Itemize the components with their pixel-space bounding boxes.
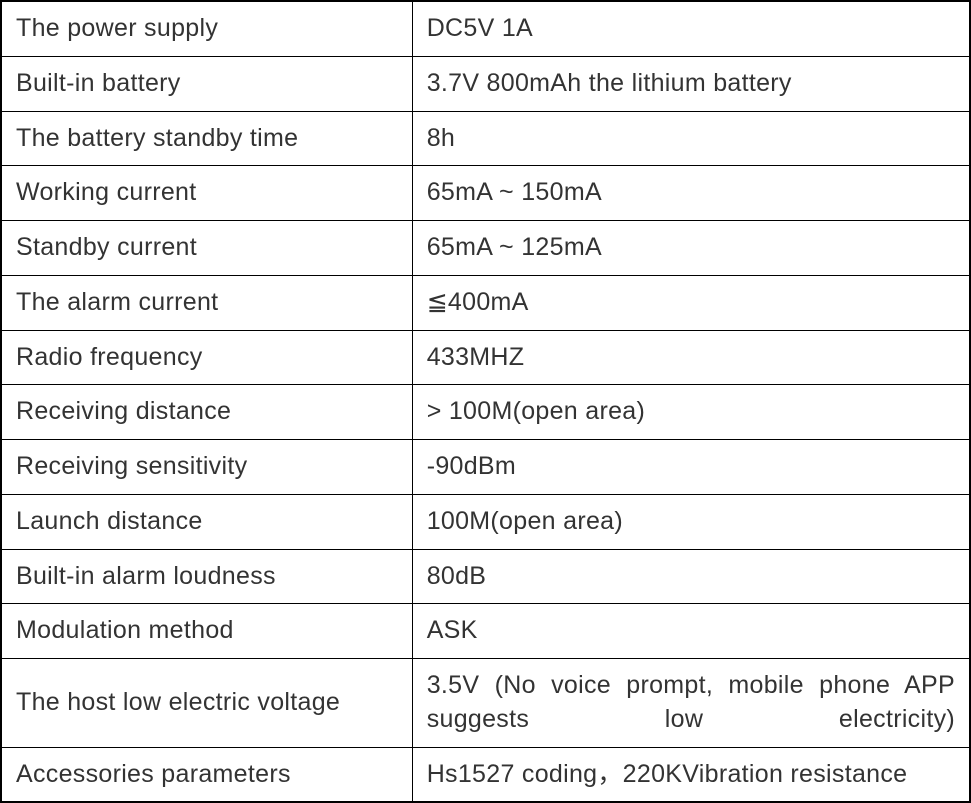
spec-label: Radio frequency xyxy=(1,330,412,385)
spec-value: 433MHZ xyxy=(412,330,970,385)
spec-value: Hs1527 coding，220KVibration resistance xyxy=(412,747,970,802)
spec-label: Built-in battery xyxy=(1,56,412,111)
spec-value: 80dB xyxy=(412,549,970,604)
spec-label: Accessories parameters xyxy=(1,747,412,802)
spec-value: ≦400mA xyxy=(412,275,970,330)
spec-label: The alarm current xyxy=(1,275,412,330)
table-row: Working current 65mA ~ 150mA xyxy=(1,166,970,221)
spec-label: Standby current xyxy=(1,221,412,276)
table-row: Radio frequency 433MHZ xyxy=(1,330,970,385)
spec-value: 3.5V (No voice prompt, mobile phone APP … xyxy=(412,659,970,748)
spec-label: The battery standby time xyxy=(1,111,412,166)
spec-value: > 100M(open area) xyxy=(412,385,970,440)
spec-label: Modulation method xyxy=(1,604,412,659)
spec-label: The host low electric voltage xyxy=(1,659,412,748)
table-row: The host low electric voltage 3.5V (No v… xyxy=(1,659,970,748)
spec-value: 65mA ~ 125mA xyxy=(412,221,970,276)
spec-label: Receiving distance xyxy=(1,385,412,440)
spec-value: 100M(open area) xyxy=(412,494,970,549)
spec-value: 8h xyxy=(412,111,970,166)
table-row: The alarm current ≦400mA xyxy=(1,275,970,330)
spec-value: -90dBm xyxy=(412,440,970,495)
table-row: Modulation method ASK xyxy=(1,604,970,659)
table-row: Accessories parameters Hs1527 coding，220… xyxy=(1,747,970,802)
table-row: Built-in battery 3.7V 800mAh the lithium… xyxy=(1,56,970,111)
spec-label: Launch distance xyxy=(1,494,412,549)
table-row: Built-in alarm loudness 80dB xyxy=(1,549,970,604)
spec-label: Receiving sensitivity xyxy=(1,440,412,495)
table-row: Receiving distance > 100M(open area) xyxy=(1,385,970,440)
spec-value: ASK xyxy=(412,604,970,659)
spec-label: Built-in alarm loudness xyxy=(1,549,412,604)
spec-value: 65mA ~ 150mA xyxy=(412,166,970,221)
table-row: Launch distance 100M(open area) xyxy=(1,494,970,549)
spec-label: The power supply xyxy=(1,1,412,56)
spec-table: The power supply DC5V 1A Built-in batter… xyxy=(0,0,971,803)
spec-value: DC5V 1A xyxy=(412,1,970,56)
spec-label: Working current xyxy=(1,166,412,221)
table-row: The power supply DC5V 1A xyxy=(1,1,970,56)
table-row: Receiving sensitivity -90dBm xyxy=(1,440,970,495)
table-row: Standby current 65mA ~ 125mA xyxy=(1,221,970,276)
table-row: The battery standby time 8h xyxy=(1,111,970,166)
spec-value: 3.7V 800mAh the lithium battery xyxy=(412,56,970,111)
